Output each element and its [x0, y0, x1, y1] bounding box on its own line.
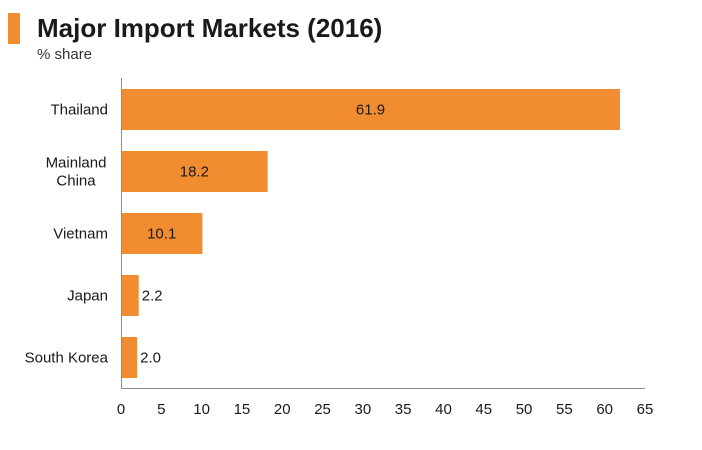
title-accent-bar: [8, 13, 20, 44]
bar: [122, 151, 268, 192]
data-label: 2.2: [142, 288, 163, 305]
bar: [122, 89, 621, 130]
category-label: Vietnam: [53, 226, 108, 243]
category-label: Japan: [67, 288, 108, 305]
data-label: 18.2: [180, 164, 209, 181]
x-tick-label: 55: [556, 401, 573, 418]
x-tick-label: 20: [274, 401, 291, 418]
category-label: Thailand: [50, 102, 108, 119]
x-tick-label: 25: [314, 401, 331, 418]
data-label: 2.0: [140, 350, 161, 367]
category-label: South Korea: [25, 350, 109, 367]
x-tick-label: 30: [355, 401, 372, 418]
x-tick-label: 40: [435, 401, 452, 418]
category-label: China: [56, 173, 96, 190]
chart-subtitle: % share: [37, 46, 93, 63]
x-tick-label: 45: [475, 401, 492, 418]
bar: [122, 337, 138, 378]
category-label: Mainland: [46, 155, 107, 172]
bar: [122, 275, 139, 316]
x-tick-label: 60: [596, 401, 613, 418]
x-tick-label: 65: [637, 401, 654, 418]
x-tick-label: 0: [117, 401, 125, 418]
x-tick-label: 35: [395, 401, 412, 418]
x-tick-label: 10: [193, 401, 210, 418]
x-tick-label: 5: [157, 401, 165, 418]
chart-title: Major Import Markets (2016): [37, 13, 383, 43]
x-tick-label: 50: [516, 401, 533, 418]
x-tick-label: 15: [234, 401, 251, 418]
data-label: 10.1: [147, 226, 176, 243]
bar: [122, 213, 203, 254]
data-label: 61.9: [356, 102, 385, 119]
